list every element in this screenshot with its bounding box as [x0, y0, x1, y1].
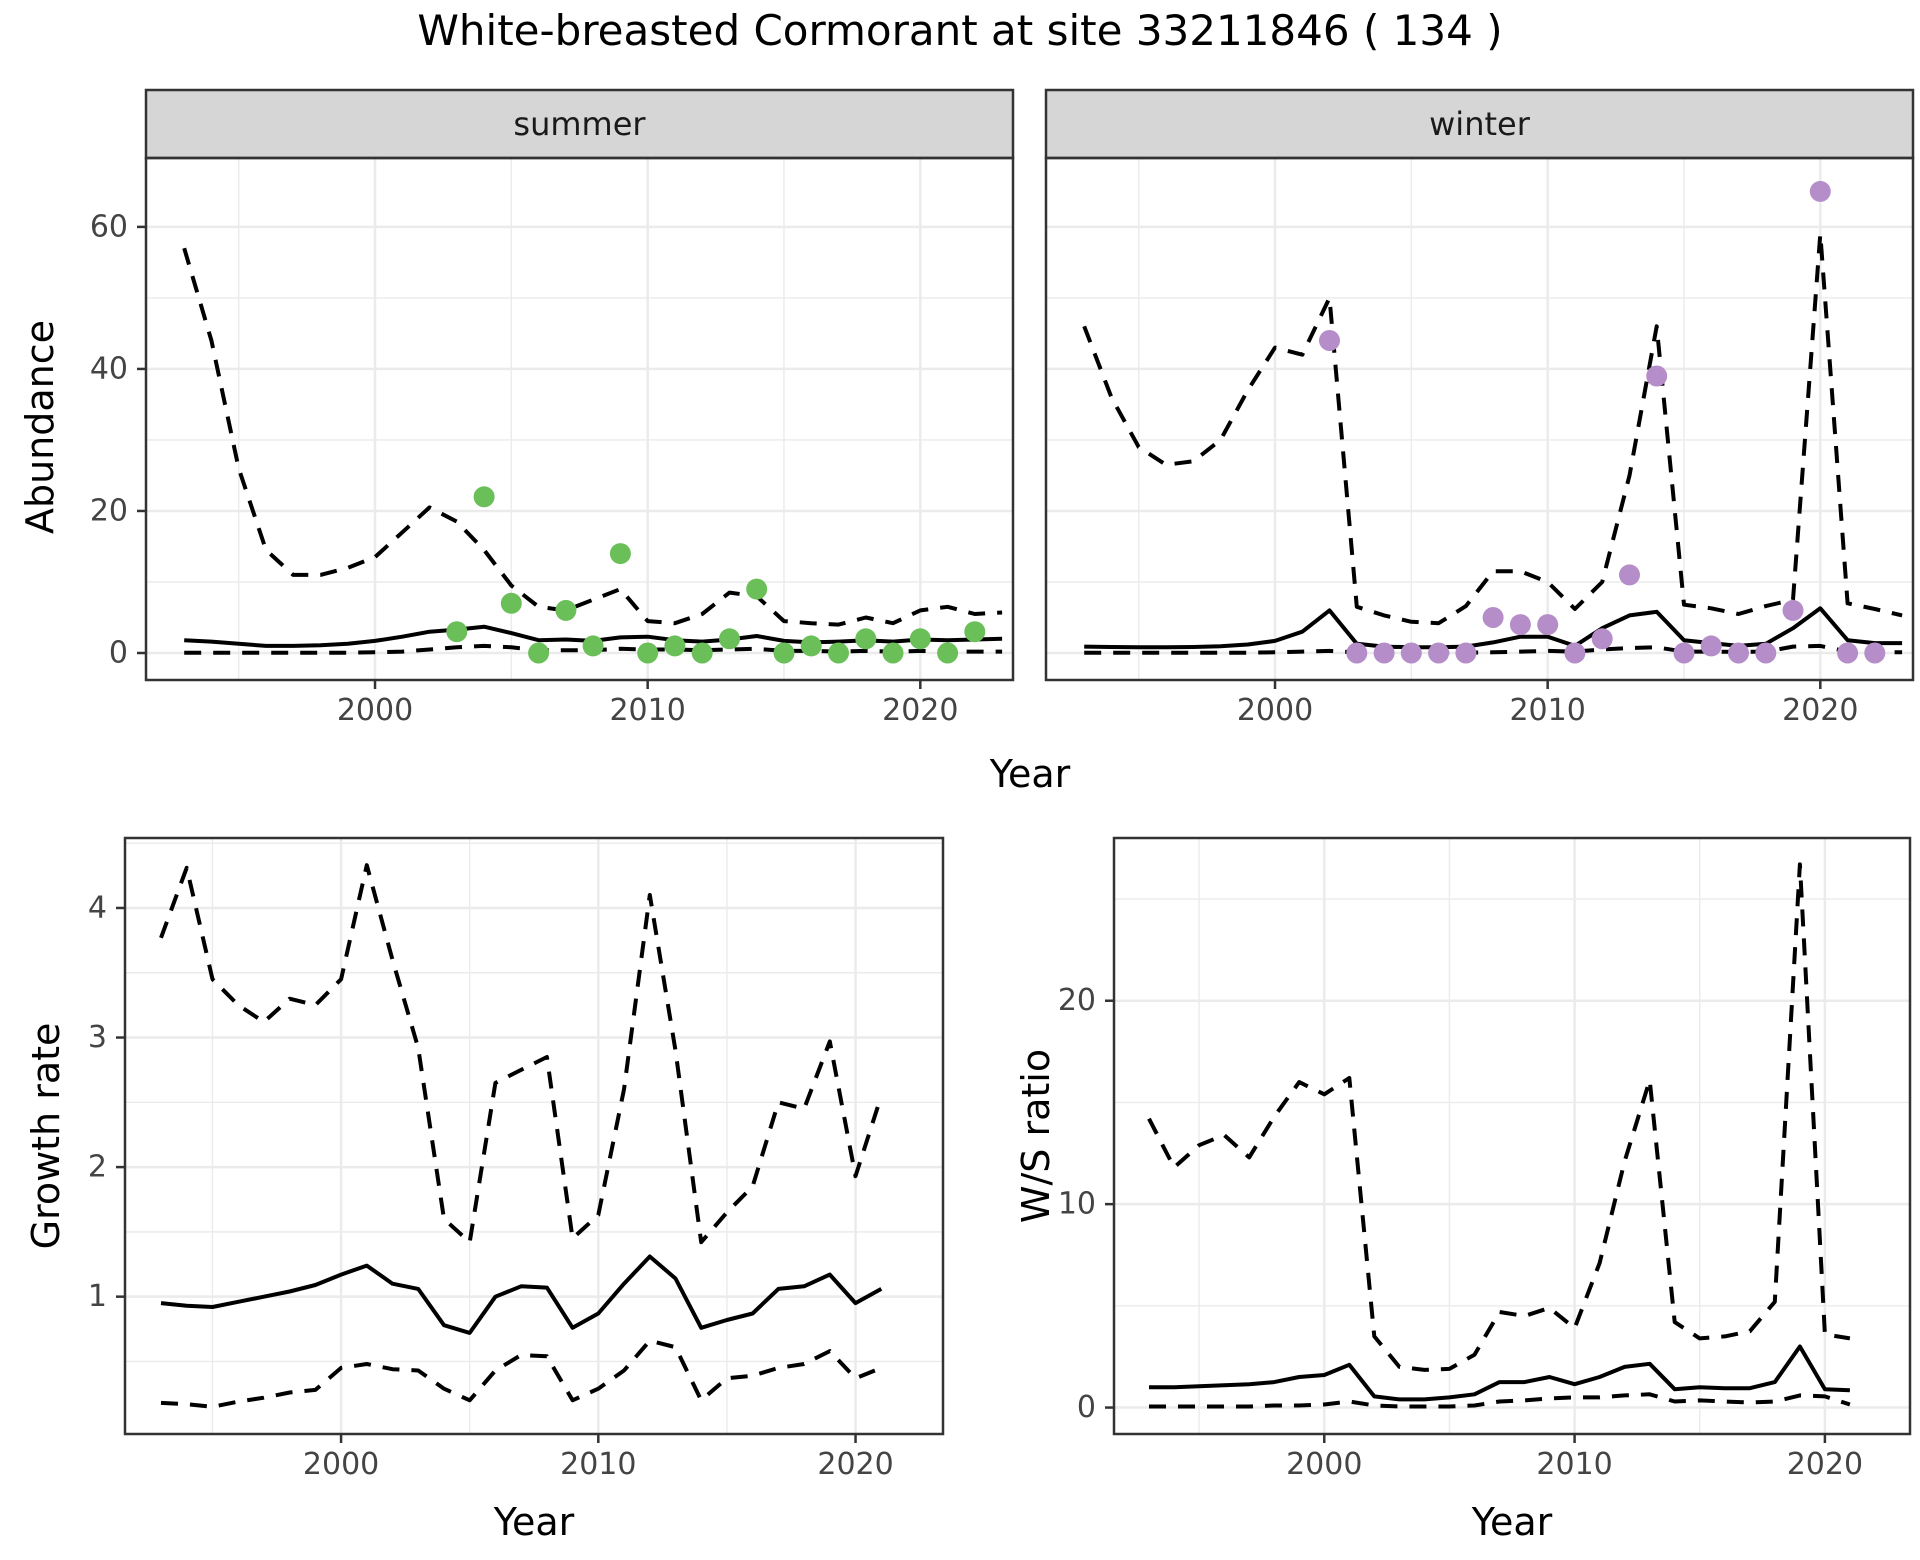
- data-point: [1319, 330, 1340, 351]
- tick-label-x: 2020: [1787, 1447, 1863, 1482]
- ci-line-lower_95ci: [160, 1338, 883, 1409]
- tick-label-y: 3: [88, 1020, 107, 1055]
- data-point: [719, 628, 740, 650]
- panel-abundance_summer: summer 2000 2010 2020 0 20 40 60: [90, 88, 1015, 728]
- panel-border: [123, 836, 945, 1436]
- tick-label-x: 2010: [560, 1447, 636, 1482]
- data-point: [1591, 628, 1613, 650]
- facet-strip-label: winter: [1429, 105, 1531, 143]
- tick-label-x: 2010: [1509, 693, 1585, 728]
- data-point: [1809, 180, 1831, 202]
- data-point: [1482, 607, 1504, 628]
- ci-line-lower_95ci: [1149, 1392, 1851, 1409]
- tick-label-y: 1: [88, 1279, 107, 1314]
- data-point: [1346, 642, 1368, 664]
- data-point: [1700, 635, 1722, 657]
- tick-label-x: 2010: [1536, 1447, 1612, 1482]
- data-point: [1755, 642, 1777, 664]
- ci-line-upper_95ci: [1082, 232, 1903, 626]
- tick-label-y: 4: [88, 890, 107, 925]
- data-point: [773, 642, 795, 664]
- tick-label-x: 2000: [337, 693, 413, 728]
- x-axis-title-year-top: Year: [989, 752, 1071, 796]
- x-axis-title-year-growth: Year: [493, 1500, 575, 1544]
- data-point: [691, 642, 713, 664]
- data-point: [664, 635, 686, 657]
- tick-label-x: 2000: [303, 1447, 379, 1482]
- data-point: [828, 642, 849, 664]
- data-point: [1455, 642, 1477, 664]
- panel-border: [1044, 156, 1915, 682]
- data-point: [555, 599, 577, 621]
- fit-line: [1149, 1344, 1850, 1402]
- tick-label-y: 20: [90, 493, 128, 528]
- facet-strip-label: summer: [513, 105, 646, 143]
- y-axis-title-abundance: Abundance: [18, 319, 62, 535]
- data-point: [855, 628, 877, 650]
- y-axis-title-ws-ratio: W/S ratio: [1014, 1048, 1058, 1224]
- ci-line-upper_95ci: [159, 863, 884, 1245]
- tick-label-x: 2020: [882, 693, 958, 728]
- data-point: [1564, 642, 1586, 664]
- panel-ws_ratio: 2000 2010 2020 0 10 20: [1058, 836, 1912, 1482]
- data-point: [1428, 642, 1450, 664]
- panel-border: [144, 156, 1015, 682]
- tick-label-x: 2000: [1286, 1447, 1362, 1482]
- facet-strip: [1044, 88, 1915, 160]
- data-point: [1509, 614, 1531, 636]
- data-point: [637, 642, 659, 664]
- tick-label-y: 0: [1077, 1390, 1096, 1425]
- facet-strip: [144, 88, 1015, 160]
- tick-label-x: 2010: [609, 693, 685, 728]
- panel-growth_rate: 2000 2010 2020 1 2 3 4: [88, 836, 945, 1482]
- panel-abundance_winter: winter 2000 2010 2020: [1044, 88, 1915, 728]
- data-point: [473, 486, 495, 508]
- tick-label-y: 10: [1058, 1187, 1096, 1222]
- data-point: [1837, 642, 1859, 664]
- data-point: [582, 635, 604, 657]
- data-point: [1646, 365, 1668, 387]
- y-axis-title-growth-rate: Growth rate: [24, 1022, 68, 1250]
- data-point: [1782, 599, 1804, 621]
- data-point: [937, 642, 959, 664]
- data-point: [882, 642, 904, 664]
- fit-line: [160, 1254, 883, 1335]
- data-point: [446, 621, 468, 643]
- x-axis-title-year-ws: Year: [1471, 1500, 1553, 1544]
- data-point: [746, 578, 768, 600]
- panel-background: [1046, 158, 1913, 680]
- data-point: [1728, 642, 1749, 664]
- plot-title: White-breasted Cormorant at site 3321184…: [417, 6, 1503, 55]
- data-point: [1537, 614, 1559, 636]
- data-point: [528, 642, 550, 664]
- tick-label-x: 2000: [1237, 693, 1313, 728]
- data-point: [964, 621, 986, 643]
- tick-label-x: 2020: [1782, 693, 1858, 728]
- data-point: [1619, 564, 1640, 586]
- data-point: [609, 543, 631, 565]
- tick-label-y: 2: [88, 1150, 107, 1185]
- data-point: [800, 635, 822, 657]
- tick-label-y: 60: [90, 209, 128, 244]
- data-point: [1400, 642, 1422, 664]
- panel-background: [146, 158, 1013, 680]
- data-point: [909, 628, 931, 650]
- panel-background: [125, 838, 943, 1434]
- tick-label-x: 2020: [817, 1447, 893, 1482]
- data-point: [500, 592, 522, 614]
- ci-line-upper_95ci: [182, 247, 1003, 627]
- data-point: [1673, 642, 1695, 664]
- panel-background: [1114, 838, 1910, 1434]
- data-point: [1373, 642, 1395, 664]
- panel-border: [1112, 836, 1912, 1436]
- tick-label-y: 40: [90, 351, 128, 386]
- tick-label-y: 20: [1058, 983, 1096, 1018]
- ci-line-upper_95ci: [1147, 862, 1851, 1372]
- tick-label-y: 0: [109, 636, 128, 671]
- data-point: [1864, 642, 1886, 664]
